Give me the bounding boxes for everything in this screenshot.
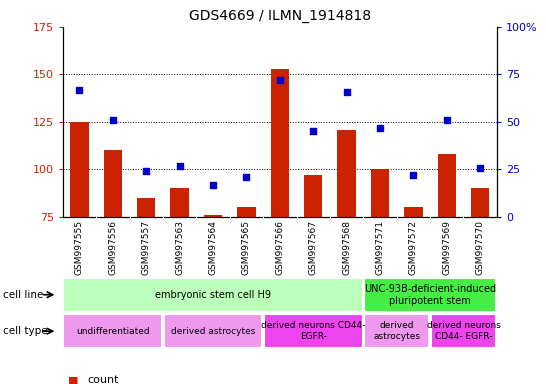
Point — [75, 86, 84, 93]
Point — [442, 117, 451, 123]
Bar — [364, 278, 496, 312]
Bar — [164, 314, 263, 348]
Text: GSM997563: GSM997563 — [175, 220, 184, 275]
Bar — [337, 129, 356, 217]
Text: UNC-93B-deficient-induced
pluripotent stem: UNC-93B-deficient-induced pluripotent st… — [364, 284, 496, 306]
Bar — [437, 154, 456, 217]
Text: derived neurons CD44-
EGFR-: derived neurons CD44- EGFR- — [261, 321, 365, 341]
Bar — [170, 189, 189, 217]
Point — [276, 77, 284, 83]
Text: count: count — [87, 376, 119, 384]
Bar — [271, 69, 289, 217]
Text: embryonic stem cell H9: embryonic stem cell H9 — [155, 290, 271, 300]
Bar — [70, 122, 88, 217]
Text: GSM997571: GSM997571 — [376, 220, 384, 275]
Point — [409, 172, 418, 178]
Bar — [264, 314, 363, 348]
Bar — [404, 207, 423, 217]
Text: GSM997569: GSM997569 — [442, 220, 452, 275]
Title: GDS4669 / ILMN_1914818: GDS4669 / ILMN_1914818 — [189, 9, 371, 23]
Text: ■: ■ — [68, 376, 79, 384]
Text: GSM997567: GSM997567 — [308, 220, 318, 275]
Text: GSM997568: GSM997568 — [342, 220, 351, 275]
Text: GSM997564: GSM997564 — [209, 220, 217, 275]
Text: GSM997566: GSM997566 — [275, 220, 284, 275]
Text: cell line: cell line — [3, 290, 43, 300]
Text: GSM997557: GSM997557 — [142, 220, 151, 275]
Bar — [364, 314, 429, 348]
Text: cell type: cell type — [3, 326, 48, 336]
Point — [309, 128, 318, 134]
Point — [175, 162, 184, 169]
Bar — [304, 175, 322, 217]
Text: GSM997565: GSM997565 — [242, 220, 251, 275]
Bar — [63, 278, 363, 312]
Text: GSM997570: GSM997570 — [476, 220, 485, 275]
Point — [342, 88, 351, 94]
Bar — [63, 314, 162, 348]
Bar — [471, 189, 489, 217]
Text: GSM997572: GSM997572 — [409, 220, 418, 275]
Text: undifferentiated: undifferentiated — [76, 327, 150, 336]
Text: derived astrocytes: derived astrocytes — [171, 327, 255, 336]
Bar — [371, 169, 389, 217]
Text: GSM997556: GSM997556 — [108, 220, 117, 275]
Bar — [238, 207, 256, 217]
Point — [109, 117, 117, 123]
Text: derived
astrocytes: derived astrocytes — [373, 321, 420, 341]
Point — [142, 168, 151, 174]
Text: derived neurons
CD44- EGFR-: derived neurons CD44- EGFR- — [426, 321, 500, 341]
Point — [209, 182, 217, 188]
Point — [376, 124, 384, 131]
Point — [476, 164, 484, 170]
Point — [242, 174, 251, 180]
Bar — [431, 314, 496, 348]
Text: GSM997555: GSM997555 — [75, 220, 84, 275]
Bar — [104, 151, 122, 217]
Bar — [137, 198, 156, 217]
Bar — [204, 215, 222, 217]
